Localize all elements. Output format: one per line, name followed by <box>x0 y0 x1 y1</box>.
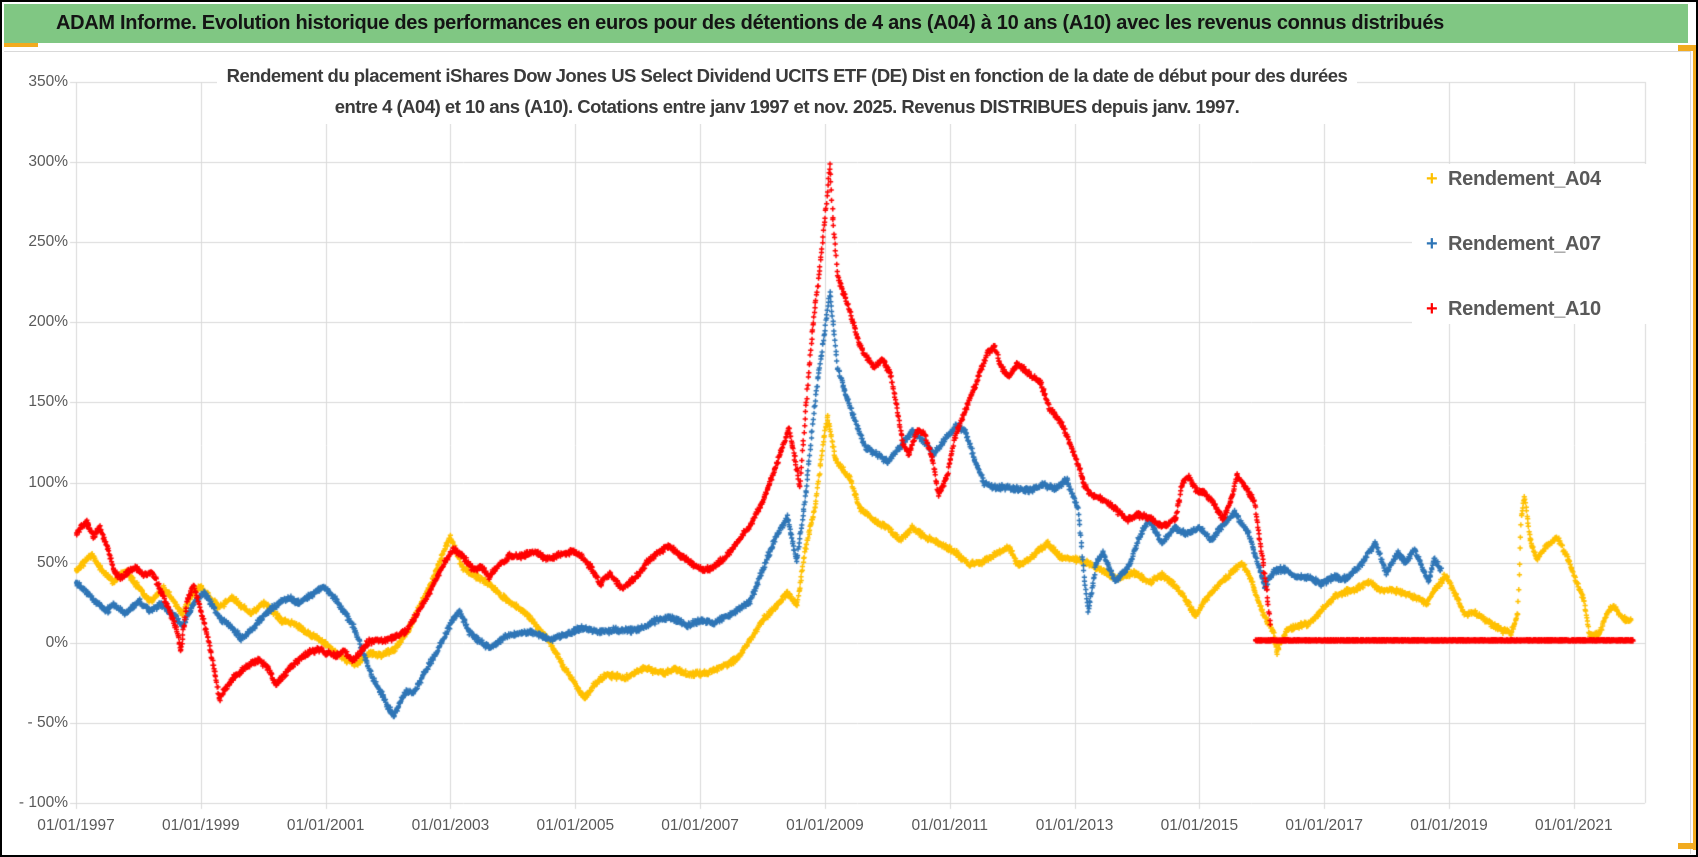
x-tick-label: 01/01/2005 <box>536 817 615 834</box>
x-tick-label: 01/01/2017 <box>1285 817 1363 834</box>
plus-marker-icon: + <box>1426 233 1438 255</box>
x-tick-label: 01/01/2011 <box>911 817 988 834</box>
legend-label: Rendement_A04 <box>1448 168 1601 190</box>
y-tick-label: - 50% <box>27 713 69 731</box>
chart-title[interactable]: Rendement du placement iShares Dow Jones… <box>217 60 1357 124</box>
x-tick-label: 01/01/2009 <box>786 817 864 834</box>
plus-marker-icon: + <box>1426 168 1438 190</box>
y-tick-label: 350% <box>28 73 68 90</box>
plus-marker-icon: + <box>1426 298 1438 320</box>
x-tick-label: 01/01/2019 <box>1410 817 1488 834</box>
x-tick-label: 01/01/1997 <box>37 817 115 834</box>
x-tick-label: 01/01/2021 <box>1535 817 1613 834</box>
x-tick-label: 01/01/2015 <box>1160 817 1239 834</box>
y-tick-label: 200% <box>28 313 68 331</box>
y-tick-label: 150% <box>28 393 68 411</box>
y-tick-label: 50% <box>36 553 68 571</box>
x-tick-label: 01/01/2013 <box>1035 817 1114 834</box>
y-tick-label: - 100% <box>18 794 68 811</box>
x-tick-label: 01/01/2001 <box>286 817 365 834</box>
y-tick-label: 0% <box>45 633 68 651</box>
x-tick-label: 01/01/2007 <box>661 817 739 834</box>
y-tick-label: 100% <box>28 473 68 491</box>
y-tick-label: 250% <box>28 233 68 251</box>
chart-title-line1: Rendement du placement iShares Dow Jones… <box>226 65 1348 86</box>
legend-item-a10[interactable]: + Rendement_A10 <box>1412 294 1652 324</box>
chart-title-line2: entre 4 (A04) et 10 ans (A10). Cotations… <box>334 96 1240 117</box>
legend-label: Rendement_A10 <box>1448 298 1601 320</box>
legend-item-a07[interactable]: + Rendement_A07 <box>1412 229 1652 259</box>
x-tick-label: 01/01/1999 <box>162 817 240 834</box>
y-tick-label: 300% <box>28 153 68 171</box>
legend-item-a04[interactable]: + Rendement_A04 <box>1412 164 1652 194</box>
x-tick-label: 01/01/2003 <box>411 817 490 834</box>
chart-legend[interactable]: + Rendement_A04 + Rendement_A07 + Rendement… <box>1412 164 1652 324</box>
legend-label: Rendement_A07 <box>1448 233 1601 255</box>
